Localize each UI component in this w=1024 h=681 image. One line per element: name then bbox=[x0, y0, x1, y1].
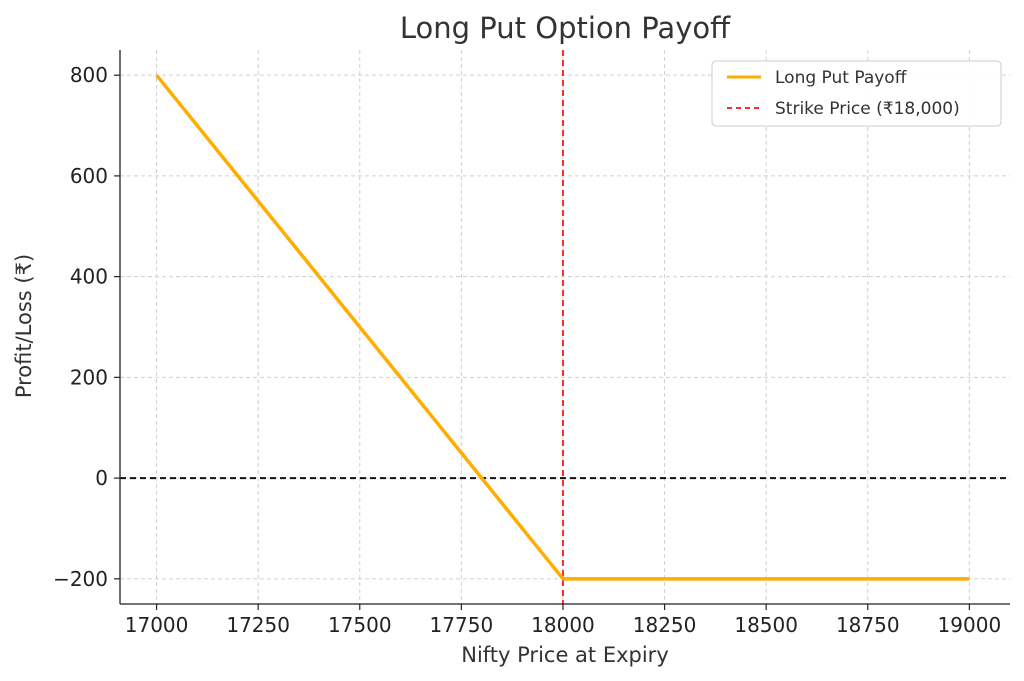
x-tick-label: 17500 bbox=[328, 613, 392, 637]
x-tick-label: 19000 bbox=[938, 613, 1002, 637]
chart-title: Long Put Option Payoff bbox=[400, 11, 731, 45]
y-tick-label: 400 bbox=[70, 265, 108, 289]
x-tick-label: 18500 bbox=[734, 613, 798, 637]
legend: Long Put Payoff Strike Price (₹18,000) bbox=[711, 60, 1002, 127]
x-tick-label: 18250 bbox=[633, 613, 697, 637]
x-tick-label: 18750 bbox=[836, 613, 900, 637]
x-tick-label: 17250 bbox=[226, 613, 290, 637]
tick-labels: 17000 17250 17500 17750 18000 18250 18500 18750… bbox=[53, 63, 1001, 637]
x-tick-label: 18000 bbox=[531, 613, 595, 637]
y-axis-label: Profit/Loss (₹) bbox=[12, 254, 36, 398]
legend-label-strike: Strike Price (₹18,000) bbox=[775, 99, 960, 119]
y-tick-label: −200 bbox=[53, 567, 108, 591]
y-tick-label: 0 bbox=[95, 466, 108, 490]
grid bbox=[120, 50, 1010, 604]
series-line-long-put-payoff bbox=[155, 74, 970, 581]
y-tick-label: 200 bbox=[70, 365, 108, 389]
y-tick-label: 600 bbox=[70, 164, 108, 188]
axes bbox=[114, 50, 1010, 610]
legend-box bbox=[711, 60, 1002, 127]
x-tick-label: 17750 bbox=[430, 613, 494, 637]
x-axis-label: Nifty Price at Expiry bbox=[461, 643, 669, 667]
y-tick-label: 800 bbox=[70, 63, 108, 87]
x-tick-label: 17000 bbox=[125, 613, 189, 637]
series-layer bbox=[155, 74, 970, 581]
reference-lines bbox=[120, 50, 1010, 604]
legend-label-payoff: Long Put Payoff bbox=[775, 68, 908, 88]
